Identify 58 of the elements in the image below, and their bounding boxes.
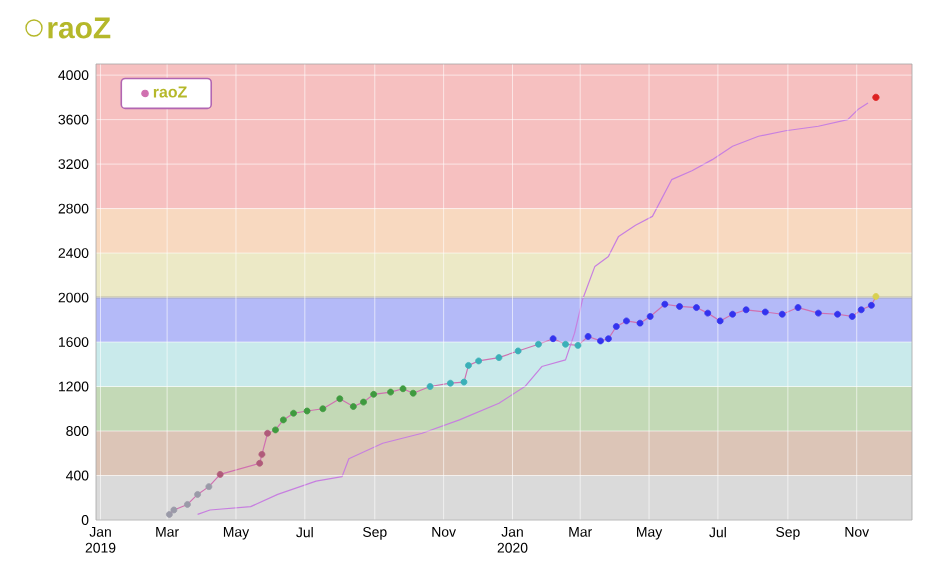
point xyxy=(636,319,644,327)
point xyxy=(360,398,367,406)
point xyxy=(794,304,802,311)
point xyxy=(336,395,344,403)
point xyxy=(514,347,522,355)
point xyxy=(319,405,327,413)
point xyxy=(661,300,669,308)
point xyxy=(495,354,503,361)
point xyxy=(370,390,378,398)
point xyxy=(216,471,224,478)
point xyxy=(562,340,569,348)
point xyxy=(184,501,191,508)
point xyxy=(465,362,472,369)
point xyxy=(584,333,592,340)
chart-title: raoZ xyxy=(48,17,111,39)
point xyxy=(165,511,173,518)
point xyxy=(872,93,880,101)
point xyxy=(612,323,620,330)
point xyxy=(399,385,407,393)
point xyxy=(597,337,604,345)
point xyxy=(834,310,841,318)
point xyxy=(290,409,297,417)
point xyxy=(623,317,630,325)
point xyxy=(272,426,279,434)
point xyxy=(729,310,736,318)
point xyxy=(279,416,287,424)
point xyxy=(848,313,856,320)
point xyxy=(676,303,683,310)
point xyxy=(605,335,612,343)
point xyxy=(303,407,311,415)
point xyxy=(814,309,822,317)
point xyxy=(716,317,724,325)
point xyxy=(574,341,582,349)
point xyxy=(426,383,434,390)
point xyxy=(646,313,654,320)
point xyxy=(170,506,178,514)
point xyxy=(205,483,213,491)
point xyxy=(475,357,483,365)
line-series xyxy=(196,102,869,516)
point xyxy=(868,301,875,309)
point xyxy=(387,388,394,396)
point xyxy=(460,378,468,386)
point xyxy=(409,389,417,397)
point xyxy=(549,335,557,343)
point xyxy=(761,308,769,316)
point xyxy=(349,403,357,410)
point xyxy=(535,340,542,348)
point xyxy=(264,429,271,437)
point xyxy=(258,450,266,458)
point xyxy=(742,306,750,314)
point xyxy=(194,491,201,498)
point xyxy=(704,309,712,317)
point xyxy=(872,293,880,300)
point xyxy=(256,459,264,467)
point xyxy=(693,304,700,311)
point xyxy=(778,310,786,318)
point xyxy=(447,379,454,387)
point xyxy=(857,306,865,314)
